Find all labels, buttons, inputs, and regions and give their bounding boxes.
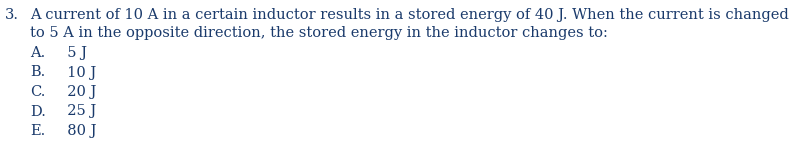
Text: 3.: 3. [5,8,19,22]
Text: E.: E. [30,124,45,138]
Text: A.: A. [30,46,45,60]
Text: 25 J: 25 J [58,104,97,118]
Text: 5 J: 5 J [58,46,87,60]
Text: to 5 A in the opposite direction, the stored energy in the inductor changes to:: to 5 A in the opposite direction, the st… [30,26,608,40]
Text: 10 J: 10 J [58,65,97,80]
Text: 80 J: 80 J [58,124,97,138]
Text: A current of 10 A in a certain inductor results in a stored energy of 40 J. When: A current of 10 A in a certain inductor … [30,8,788,22]
Text: D.: D. [30,104,45,118]
Text: 20 J: 20 J [58,85,97,99]
Text: C.: C. [30,85,45,99]
Text: B.: B. [30,65,45,80]
